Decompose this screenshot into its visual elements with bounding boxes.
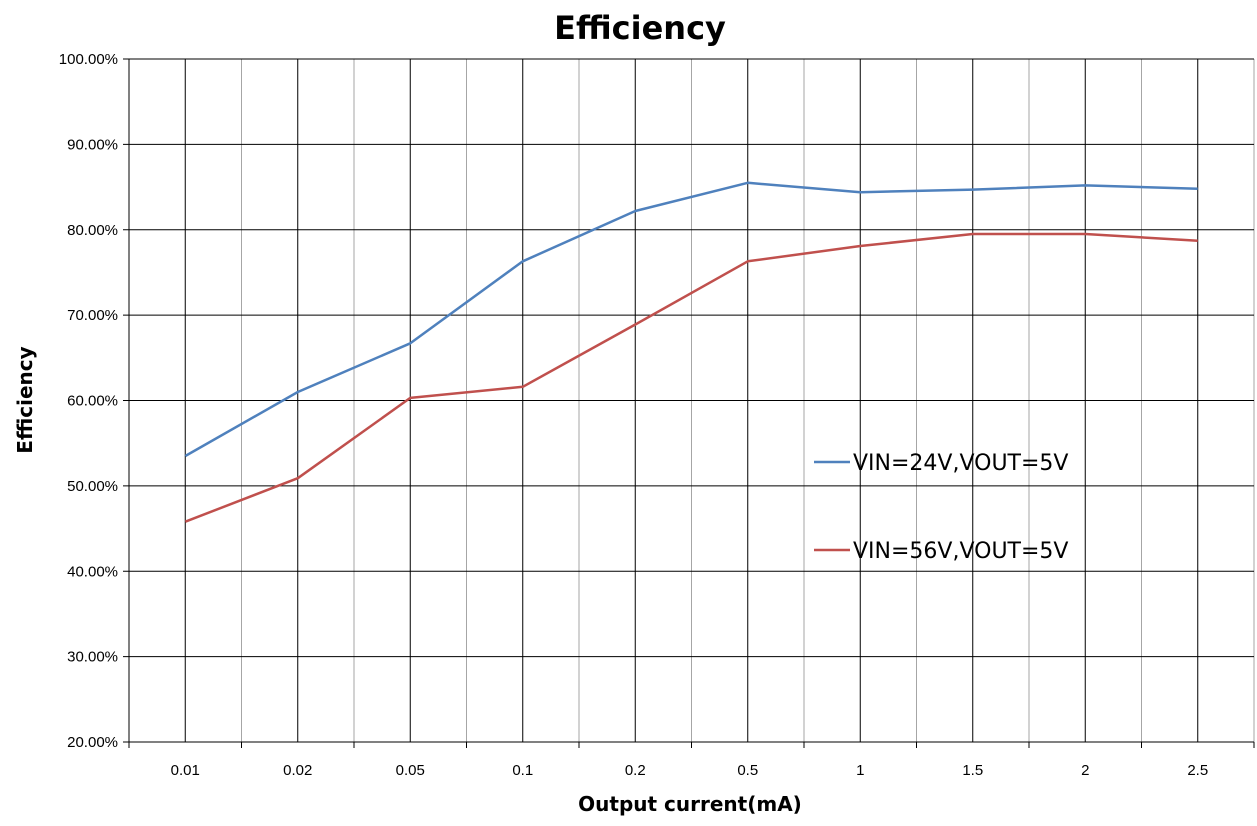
x-tick-label: 0.02 — [283, 762, 312, 779]
x-tick-label: 1 — [856, 762, 864, 779]
x-tick-label: 0.1 — [512, 762, 533, 779]
chart-title: Efficiency — [554, 9, 726, 47]
y-axis-title: Efficiency — [13, 346, 37, 453]
x-tick-label: 2 — [1081, 762, 1089, 779]
x-tick-labels: 0.01 0.02 0.05 0.1 0.2 0.5 1 1.5 2 2.5 — [171, 762, 1209, 779]
x-tick-label: 0.5 — [737, 762, 758, 779]
y-tick-label: 50.00% — [67, 478, 118, 495]
y-tick-label: 60.00% — [67, 393, 118, 410]
x-tick-label: 1.5 — [962, 762, 983, 779]
y-tick-label: 40.00% — [67, 563, 118, 580]
series-line-2 — [184, 232, 1198, 523]
series-line-1 — [184, 181, 1198, 458]
legend-label-1: VIN=24V,VOUT=5V — [853, 451, 1068, 476]
y-tick-label: 30.00% — [67, 649, 118, 666]
y-tick-labels: 20.00% 30.00% 40.00% 50.00% 60.00% 70.00% 80.0… — [59, 51, 118, 751]
x-tick-label: 0.2 — [625, 762, 646, 779]
legend: VIN=24V,VOUT=5V VIN=56V,VOUT=5V — [814, 451, 1068, 564]
y-tick-label: 80.00% — [67, 222, 118, 239]
y-tick-label: 70.00% — [67, 307, 118, 324]
x-tick-label: 0.01 — [171, 762, 200, 779]
x-tick-label: 2.5 — [1187, 762, 1208, 779]
x-axis-title: Output current(mA) — [578, 792, 802, 816]
legend-label-2: VIN=56V,VOUT=5V — [853, 539, 1068, 564]
y-tick-label: 100.00% — [59, 51, 118, 68]
grid — [123, 58, 1255, 748]
y-tick-label: 20.00% — [67, 734, 118, 751]
x-tick-label: 0.05 — [396, 762, 425, 779]
y-tick-label: 90.00% — [67, 136, 118, 153]
series-lines — [184, 181, 1198, 523]
